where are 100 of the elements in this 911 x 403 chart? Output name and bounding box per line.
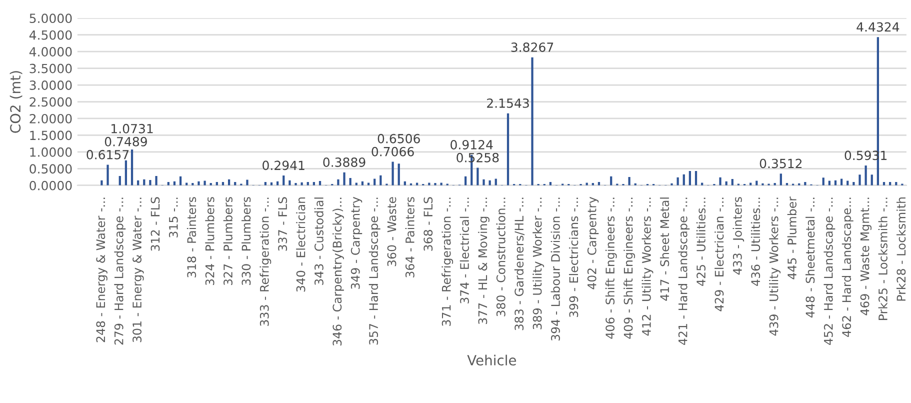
x-tick-label: 436 - Utilities...: [750, 198, 760, 286]
x-tick-label: 368 - FLS: [424, 197, 433, 251]
x-tick-label: 371 - Refrigeration -...: [442, 198, 454, 326]
x-tick-label: 312 - FLS: [150, 197, 160, 251]
y-tick-label: 4.5000: [29, 30, 72, 40]
y-tick-label: 0.5000: [30, 164, 72, 174]
bar: [688, 170, 692, 186]
bar: [840, 178, 843, 186]
x-tick-label: 315 -...: [168, 198, 178, 238]
y-tick-label: 0.0000: [30, 180, 72, 190]
bar: [780, 174, 782, 186]
x-tick-label: 330 - Plumbers: [242, 197, 251, 286]
bar: [531, 57, 534, 186]
x-tick-label: 406 - Shift Engineers -...: [605, 198, 617, 339]
x-tick-label: 377 - HL & Moving -...: [478, 198, 490, 324]
bar: [282, 176, 285, 186]
data-label: 0.7489: [104, 136, 147, 146]
x-tick-label: 383 - Gardeners/HL -...: [514, 198, 524, 330]
x-tick-label: 417 - Sheet Metal: [660, 198, 670, 301]
y-tick-label: 5.0000: [30, 14, 72, 24]
bar: [476, 168, 479, 186]
bar: [398, 164, 400, 186]
x-axis-title: Vehicle: [467, 354, 516, 366]
x-tick-label: 324 - Plumbers: [205, 197, 214, 286]
bar: [494, 178, 497, 186]
x-tick-label: 394 - Labour Division -...: [550, 198, 560, 341]
x-tick-label: 343 - Custodial: [314, 198, 324, 285]
y-tick-label: 2.0000: [30, 114, 72, 124]
bar: [482, 179, 485, 186]
bar: [124, 160, 128, 186]
bar: [100, 180, 103, 186]
bar: [118, 176, 121, 186]
x-tick-label: 364 - Painters: [405, 197, 414, 278]
bar: [349, 178, 352, 186]
x-tick-label: 346 - Carpentry(Bricky)...: [332, 198, 344, 346]
x-tick-label: 333 - Refrigeration -...: [260, 198, 272, 326]
bar: [155, 176, 158, 186]
x-tick-label: 357 - Hard Landscape -...: [368, 198, 380, 345]
data-label: 0.2941: [262, 160, 304, 170]
x-tick-label: 402 - Carpentry: [587, 196, 599, 290]
x-tick-label: 433 - Jointers: [732, 197, 744, 275]
bar: [756, 180, 758, 186]
y-tick-label: 1.5000: [30, 130, 72, 140]
x-tick-label: 469 - Waste Mgmt...: [860, 198, 872, 316]
bar: [858, 174, 861, 186]
x-tick-label: 374 - Electrical -...: [460, 198, 469, 304]
y-tick-label: 2.5000: [30, 97, 72, 107]
x-tick-label: 421 - Hard Landscape -...: [678, 198, 690, 345]
data-label: 4.4324: [856, 22, 900, 32]
bar: [337, 179, 340, 186]
bar: [374, 178, 376, 186]
x-tick-label: 248 - Energy & Water -...: [96, 198, 108, 342]
bar: [288, 180, 291, 186]
x-tick-label: 337 - FLS: [278, 197, 288, 251]
x-tick-label: 462 - Hard Landscape...: [842, 198, 854, 337]
bar: [106, 164, 109, 186]
data-label: 3.8267: [511, 42, 554, 52]
bar: [149, 180, 152, 186]
x-tick-label: 452 - Hard Landscape -...: [824, 198, 836, 345]
x-tick-label: 399 - Electricians -...: [569, 198, 578, 318]
x-tick-label: 279 - Hard Landscape -...: [114, 198, 126, 345]
data-label: 0.6157: [86, 150, 129, 160]
x-tick-label: 349 - Carpentry: [350, 196, 362, 289]
data-label: 0.9124: [450, 140, 493, 150]
y-tick-label: 1.0000: [30, 147, 72, 157]
x-tick-label: 412 - Utility Workers -...: [642, 198, 654, 336]
data-label: 0.3512: [760, 158, 802, 168]
bar: [198, 181, 200, 186]
x-tick-label: 429 - Electrician -...: [714, 198, 724, 312]
bar: [719, 177, 722, 186]
x-tick-label: 340 - Electrician: [296, 197, 306, 292]
data-label: 2.1543: [487, 98, 529, 108]
x-tick-label: 389 - Utility Worker -...: [532, 198, 544, 330]
x-tick-label: 327 - Plumbers: [223, 197, 232, 286]
x-tick-label: 439 - Utility Workers -...: [769, 198, 781, 336]
data-label: 0.3889: [323, 157, 366, 167]
data-label: 0.6506: [378, 134, 420, 144]
bar: [628, 177, 630, 186]
x-tick-label: 380 - Construction...: [496, 198, 506, 316]
bar: [822, 178, 824, 186]
bar: [130, 149, 134, 186]
y-tick-label: 3.0000: [30, 80, 72, 90]
x-tick-label: 360 - Waste: [387, 197, 396, 266]
x-tick-label: Prk28 - Locksmith: [896, 197, 906, 301]
bar: [440, 182, 442, 186]
y-axis-title: CO2 (mt): [10, 71, 22, 133]
bar: [846, 180, 849, 186]
x-tick-label: Prk25 - Locksmith -...: [878, 198, 888, 320]
bar: [506, 113, 510, 186]
data-label: 1.0731: [112, 124, 153, 134]
x-tick-label: 425 - Utilities...: [696, 198, 706, 286]
bar: [694, 170, 698, 186]
y-tick-label: 3.5000: [30, 64, 72, 74]
bar: [870, 174, 873, 186]
x-tick-label: 448 - Sheetmetal -...: [806, 198, 815, 318]
bar: [828, 180, 830, 186]
x-tick-label: 301 - Energy & Water -...: [132, 198, 144, 342]
bar: [246, 180, 248, 186]
y-tick-label: 4.0000: [29, 47, 72, 57]
x-tick-label: 409 - Shift Engineers -...: [624, 198, 636, 339]
